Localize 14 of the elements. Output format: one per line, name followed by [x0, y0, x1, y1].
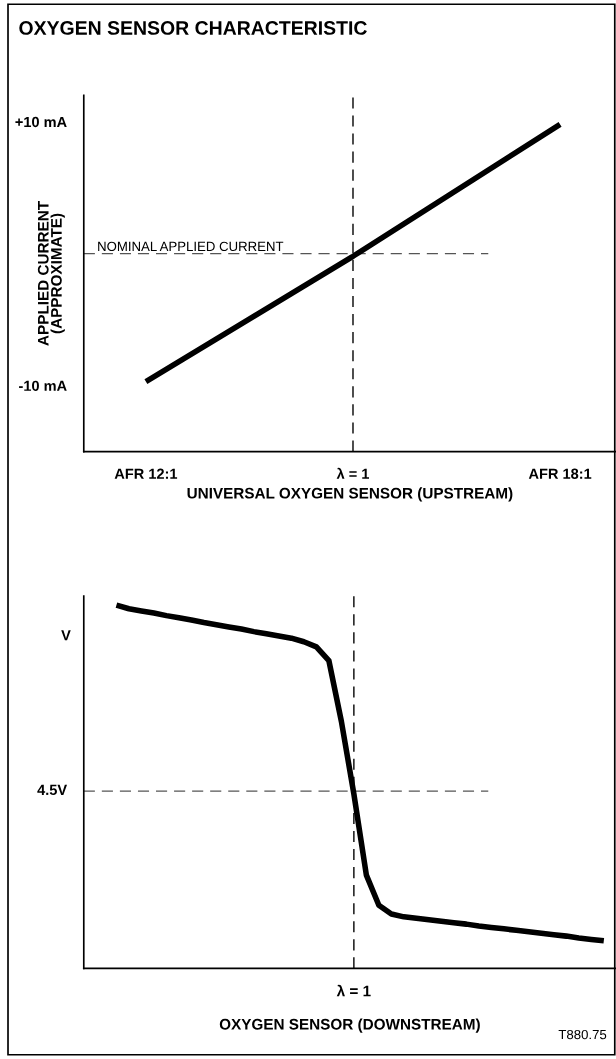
chart-title: OXYGEN SENSOR CHARACTERISTIC — [19, 21, 367, 35]
y-tick-label: +10 mA — [15, 116, 67, 128]
y-tick-label: -10 mA — [19, 380, 67, 392]
y-axis-title: APPLIED CURRENT (APPROXIMATE) — [37, 201, 65, 346]
x-axis-title: OXYGEN SENSOR (DOWNSTREAM) — [219, 1018, 480, 1033]
x-tick-label: λ = 1 — [336, 467, 370, 479]
text: V — [61, 630, 71, 641]
ref-line-label: NOMINAL APPLIED CURRENT — [98, 241, 284, 252]
x-axis-title: UNIVERSAL OXYGEN SENSOR (UPSTREAM) — [187, 487, 513, 502]
text: λ = 1 — [336, 984, 371, 997]
ref-line-label: 4.5V — [37, 784, 68, 796]
x-tick-label: AFR 18:1 — [528, 468, 592, 479]
text: T880.75 — [558, 1029, 607, 1040]
x-tick-label: AFR 12:1 — [114, 468, 178, 479]
